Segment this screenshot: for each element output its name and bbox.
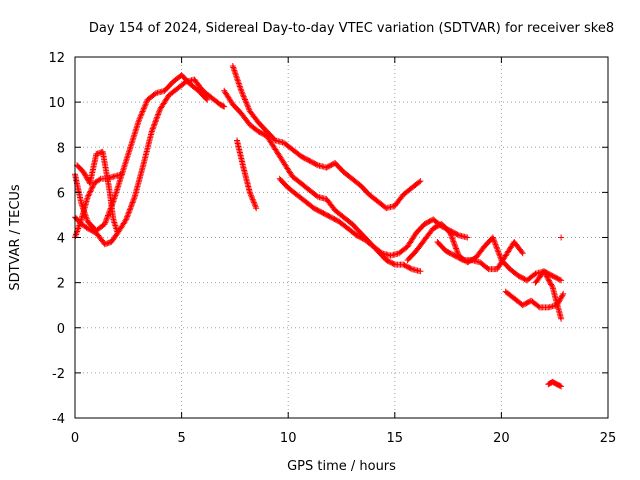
y-axis-label: SDTVAR / TECUs <box>8 184 23 291</box>
plus-markers <box>74 148 121 236</box>
x-axis: 0 5 10 15 20 25 <box>71 57 616 446</box>
series-track-d <box>74 148 121 236</box>
series-track-m <box>545 378 565 390</box>
x-tick-label: 5 <box>177 431 185 446</box>
plus-markers <box>434 239 526 273</box>
plus-markers <box>72 72 211 234</box>
plus-markers <box>545 378 565 390</box>
series-track-a <box>72 72 211 234</box>
y-tick-label: -2 <box>52 367 65 382</box>
y-tick-label: 2 <box>57 277 65 292</box>
plus-markers <box>502 288 567 311</box>
plus-markers <box>234 137 260 212</box>
y-axis: -4 -2 0 2 4 6 8 10 12 <box>48 51 608 427</box>
series-track-n <box>558 234 565 241</box>
series-track-k <box>502 288 567 311</box>
x-tick-label: 20 <box>493 431 510 446</box>
series-track-l <box>532 268 565 322</box>
series-track-g <box>234 137 260 212</box>
y-tick-label: -4 <box>52 412 65 427</box>
series-track-f <box>229 63 424 212</box>
plus-markers <box>558 234 565 241</box>
plus-markers <box>532 268 565 322</box>
chart-title: Day 154 of 2024, Sidereal Day-to-day VTE… <box>89 21 614 36</box>
y-tick-label: 4 <box>57 232 65 247</box>
x-tick-label: 25 <box>600 431 617 446</box>
x-axis-label: GPS time / hours <box>287 459 396 474</box>
y-tick-label: 10 <box>48 96 65 111</box>
x-tick-label: 10 <box>280 431 297 446</box>
plus-markers <box>229 63 424 212</box>
y-tick-label: 8 <box>57 141 65 156</box>
series-track-j <box>434 239 526 273</box>
data-points <box>72 63 567 390</box>
grid-lines <box>75 57 608 418</box>
x-tick-label: 0 <box>71 431 79 446</box>
y-tick-label: 0 <box>57 322 65 337</box>
y-tick-label: 12 <box>48 51 65 66</box>
y-tick-label: 6 <box>57 186 65 201</box>
plot-frame <box>74 56 609 419</box>
x-tick-label: 15 <box>387 431 404 446</box>
